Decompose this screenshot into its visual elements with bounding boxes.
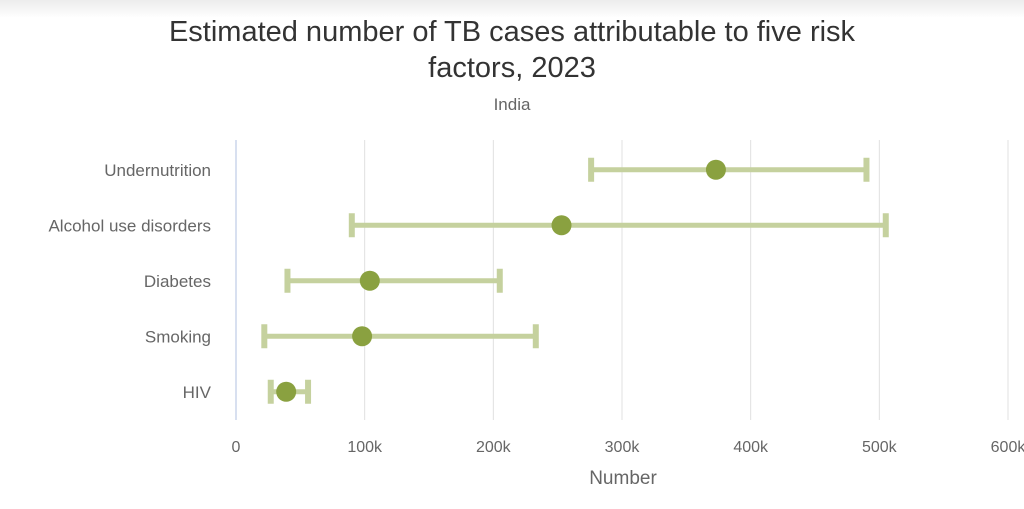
chart-title-line-1: Estimated number of TB cases attributabl… [168, 16, 856, 48]
x-tick-label: 400k [733, 439, 769, 456]
x-axis-title: Number [589, 468, 657, 489]
x-tick-label: 300k [605, 439, 641, 456]
estimate-point [359, 270, 380, 291]
estimate-point [276, 381, 297, 402]
category-label: Alcohol use disorders [48, 216, 211, 235]
x-tick-label: 100k [347, 439, 383, 456]
x-tick-label: 600k [991, 439, 1024, 456]
x-tick-label: 500k [862, 439, 898, 456]
top-shadow [0, 0, 1024, 18]
category-label: Smoking [145, 327, 211, 346]
category-label: Diabetes [144, 272, 211, 291]
estimate-point [705, 159, 726, 180]
category-label: Undernutrition [104, 161, 211, 180]
estimate-point [352, 326, 373, 347]
x-tick-label: 200k [476, 439, 512, 456]
x-tick-label: 0 [232, 439, 241, 456]
estimate-point [551, 215, 572, 236]
chart-subtitle: India [493, 95, 531, 114]
category-label: HIV [183, 383, 212, 402]
chart-title-line-2: factors, 2023 [428, 52, 596, 84]
chart-title: Estimated number of TB cases attributabl… [0, 14, 1024, 86]
